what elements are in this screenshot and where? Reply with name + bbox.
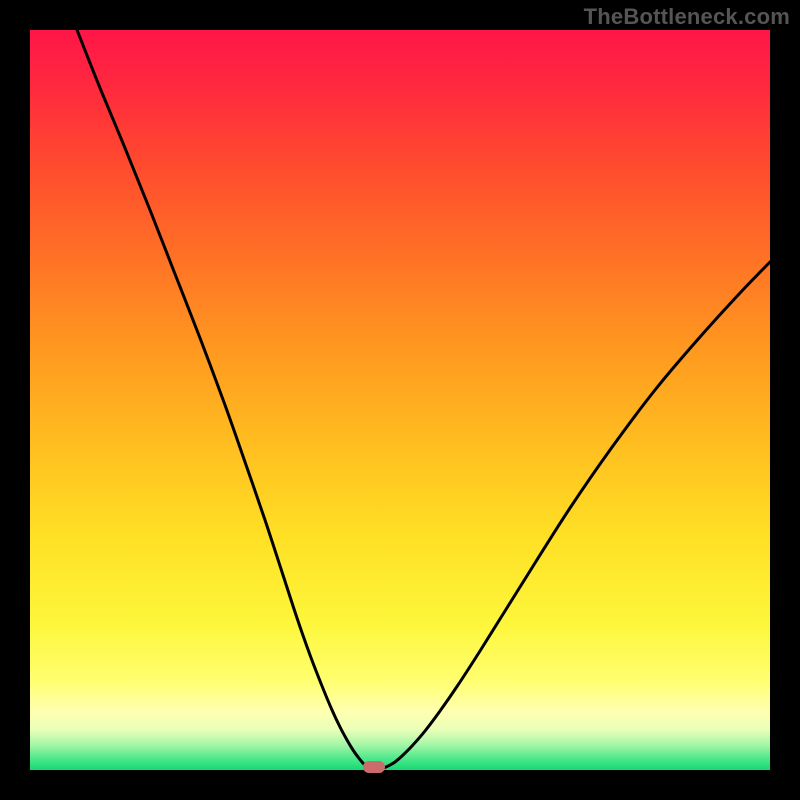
bottleneck-curve xyxy=(30,30,770,770)
optimal-marker xyxy=(363,761,385,773)
watermark-text: TheBottleneck.com xyxy=(584,4,790,30)
plot-area xyxy=(30,30,770,770)
outer-frame: TheBottleneck.com xyxy=(0,0,800,800)
